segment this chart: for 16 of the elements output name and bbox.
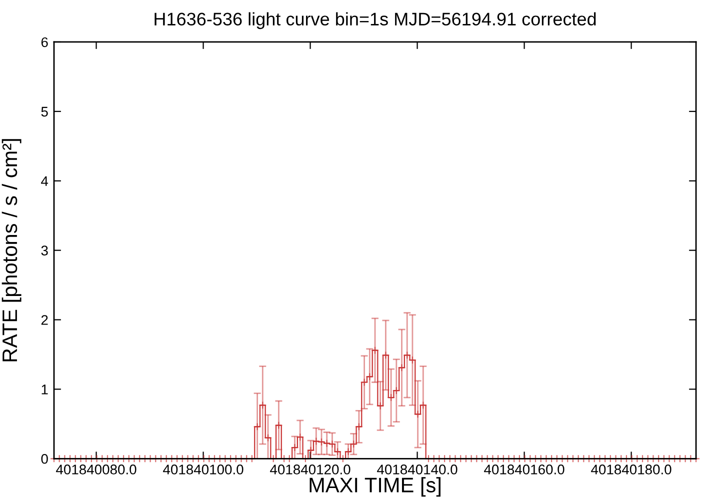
y-axis-title: RATE [photons / s / cm²] <box>2 139 22 362</box>
y-tick-label: 2 <box>41 315 48 325</box>
y-tick-label: 0 <box>41 454 48 464</box>
x-tick-label: 401840120.0 <box>270 464 350 474</box>
x-tick-label: 401840180.0 <box>591 464 672 474</box>
y-tick-label: 5 <box>41 106 48 117</box>
y-tick-label: 4 <box>41 176 48 186</box>
x-axis-title: MAXI TIME [s] <box>310 477 440 497</box>
y-tick-label: 3 <box>41 246 48 256</box>
y-tick-label: 6 <box>41 37 48 48</box>
chart-title: H1636-536 light curve bin=1s MJD=56194.91 corrected <box>154 12 596 30</box>
x-tick-label: 401840140.0 <box>377 464 458 474</box>
x-tick-label: 401840100.0 <box>163 464 244 474</box>
y-tick-label: 1 <box>42 384 48 394</box>
x-tick-label: 401840080.0 <box>56 464 136 474</box>
x-tick-label: 401840160.0 <box>484 464 564 474</box>
